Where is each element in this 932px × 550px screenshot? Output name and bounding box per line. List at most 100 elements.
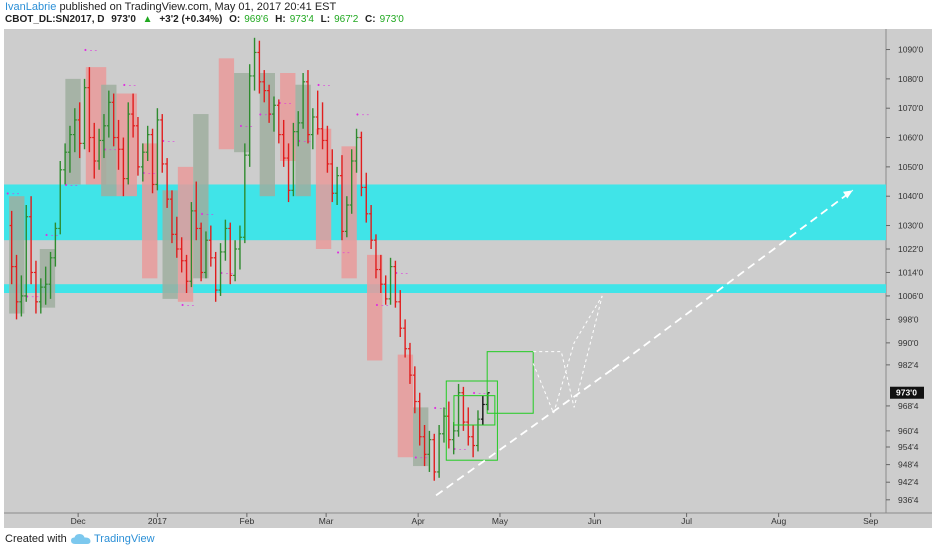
x-tick-label: Dec <box>71 516 87 526</box>
candle-bar <box>203 231 208 279</box>
candle-bar <box>228 222 233 285</box>
pivot-marker: • - - <box>45 231 59 239</box>
range-box-gray <box>234 73 250 153</box>
candle-bar <box>43 266 48 305</box>
candle-bar <box>199 222 204 282</box>
range-box-gray <box>295 84 311 197</box>
open-value: 969'6 <box>244 14 269 25</box>
projection-path <box>435 368 613 497</box>
pivot-marker: • - - <box>317 82 331 90</box>
candle-bar <box>315 90 320 135</box>
candle-bar <box>233 240 238 282</box>
candle-bar <box>461 386 466 431</box>
candle-bar <box>466 407 471 446</box>
candle-bar <box>126 102 131 185</box>
low-value: 967'2 <box>334 14 359 25</box>
candle-bar <box>14 254 19 320</box>
candle-bar <box>471 425 476 458</box>
candle-bar <box>407 342 412 384</box>
candle-bar <box>9 210 14 285</box>
last-price: 973'0 <box>111 14 136 25</box>
candle-bar <box>344 196 349 238</box>
price-chart[interactable]: • - - • - - • - - • - - • - - • - - • - - • - -… <box>0 0 932 528</box>
pivot-marker: • - - <box>453 445 467 453</box>
candle-bar <box>403 319 408 358</box>
candle-bar <box>155 108 160 191</box>
candle-bar <box>286 143 291 203</box>
pivot-marker: • - - <box>161 137 175 145</box>
up-arrow-icon: ▲ <box>142 14 153 25</box>
candle-bar <box>446 401 451 449</box>
candle-bar <box>301 73 306 129</box>
candle-bar <box>121 137 126 197</box>
x-tick-label: Jun <box>588 516 602 526</box>
y-tick-label: 968'4 <box>898 401 919 411</box>
candle-bar <box>305 70 310 144</box>
candle-bar <box>165 158 170 208</box>
candle-bar <box>310 108 315 150</box>
candle-bar <box>169 190 174 244</box>
pivot-marker: • - - <box>103 146 117 154</box>
projection-path <box>611 189 854 370</box>
x-tick-label: Jul <box>681 516 692 526</box>
y-tick-label: 960'4 <box>898 426 919 436</box>
candle-bar <box>330 149 335 203</box>
projection-arrowhead <box>843 190 853 199</box>
candle-bar <box>174 216 179 258</box>
footer: Created with TradingView <box>0 528 932 550</box>
candle-bar <box>354 128 359 173</box>
close-label: C: <box>365 14 376 25</box>
symbol-name[interactable]: CBOT_DL:SN2017, D <box>5 14 105 25</box>
candle-bar <box>111 93 116 147</box>
candle-bar <box>19 275 24 317</box>
y-tick-label: 1006'0 <box>898 291 924 301</box>
author-link[interactable]: IvanLabrie <box>5 1 57 13</box>
time-axis <box>4 513 932 528</box>
target-box <box>445 380 498 461</box>
x-tick-label: Feb <box>240 516 255 526</box>
range-box-red <box>397 354 414 458</box>
candle-bar <box>82 78 87 150</box>
candle-bar <box>189 202 194 288</box>
tradingview-brand[interactable]: TradingView <box>94 533 155 545</box>
candle-bar <box>101 114 106 159</box>
range-box-gray <box>162 190 178 299</box>
candle-bar <box>160 114 165 173</box>
candle-bar <box>33 260 38 314</box>
candle-bar <box>257 40 262 94</box>
range-box-red <box>315 128 332 249</box>
x-tick-label: Aug <box>771 516 786 526</box>
range-box-gray <box>39 249 56 308</box>
x-axis-ticks: Dec 2017 Feb Mar Apr May Jun Jul Aug Sep <box>71 513 878 526</box>
candle-bar <box>378 254 383 293</box>
pivot-marker: • - - <box>394 269 408 277</box>
publish-info: IvanLabrie published on TradingView.com,… <box>5 1 336 13</box>
x-tick-label: May <box>492 516 509 526</box>
open-label: O: <box>229 14 241 25</box>
target-boxes-layer <box>445 351 534 461</box>
candle-bar <box>213 251 218 302</box>
y-tick-label: 1022'0 <box>898 244 924 254</box>
candle-bar <box>208 225 213 267</box>
y-tick-label: 982'4 <box>898 360 919 370</box>
candle-bar <box>218 243 223 296</box>
candle-bar <box>252 37 257 91</box>
pivot-marker: • - - <box>278 99 292 107</box>
y-tick-label: 954'4 <box>898 442 919 452</box>
candle-bar <box>131 93 136 138</box>
y-tick-label: 1070'0 <box>898 103 924 113</box>
candle-bar <box>451 422 456 455</box>
candle-bar <box>116 119 121 170</box>
candle-bar <box>359 131 364 197</box>
candle-bar <box>291 122 296 197</box>
pivot-marker: • - - <box>414 454 428 462</box>
candle-bar <box>271 96 276 132</box>
candle-bar <box>456 383 461 437</box>
candle-bar <box>398 290 403 337</box>
candle-bar <box>48 251 53 299</box>
range-box-gray <box>259 73 275 197</box>
pivot-marker: • - - <box>181 302 195 310</box>
created-with-text: Created with <box>5 533 67 545</box>
candle-bar <box>24 205 29 302</box>
candle-bar <box>427 430 432 472</box>
